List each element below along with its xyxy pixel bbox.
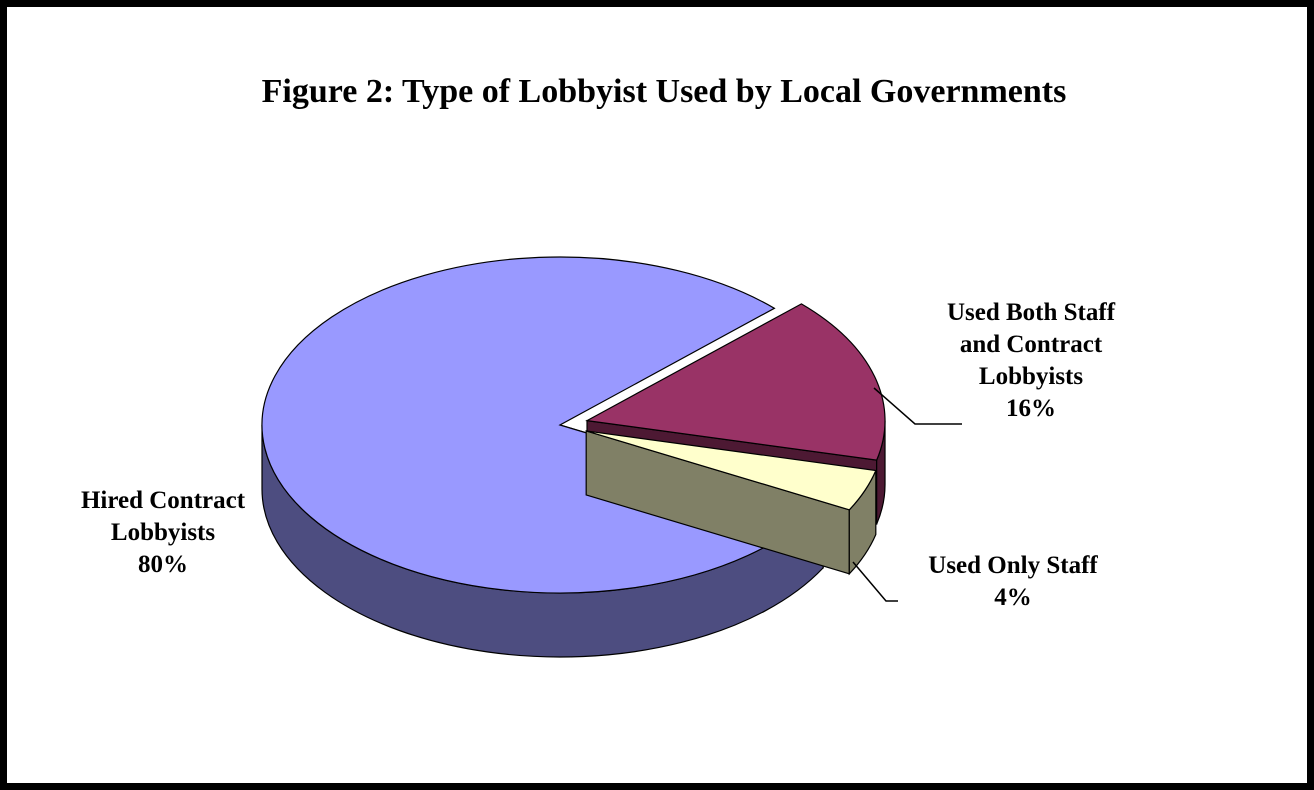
slice-name-label: Used Both Staff xyxy=(947,299,1116,326)
slice-label: Hired Contract Lobbyists 80% xyxy=(81,487,246,578)
slice-label: Used Only Staff 4% xyxy=(928,552,1098,611)
slice-name-label: and Contract xyxy=(960,331,1103,358)
chart-title: Figure 2: Type of Lobbyist Used by Local… xyxy=(261,73,1067,110)
slice-value-label: 16% xyxy=(1006,395,1056,422)
slice-value-label: 80% xyxy=(138,551,188,578)
slice-label: Used Both Staff and Contract Lobbyists 16% xyxy=(947,299,1116,422)
leader-line xyxy=(873,387,962,425)
leader-line xyxy=(852,561,898,602)
slice-name-label: Used Only Staff xyxy=(928,552,1098,579)
pie-slice-2 xyxy=(585,430,877,576)
slice-name-label: Lobbyists xyxy=(979,363,1083,390)
slice-value-label: 4% xyxy=(994,584,1032,611)
slice-top xyxy=(586,430,877,511)
slice-name-label: Hired Contract xyxy=(81,487,246,514)
slice-top xyxy=(585,303,886,461)
slice-name-label: Lobbyists xyxy=(111,519,215,546)
